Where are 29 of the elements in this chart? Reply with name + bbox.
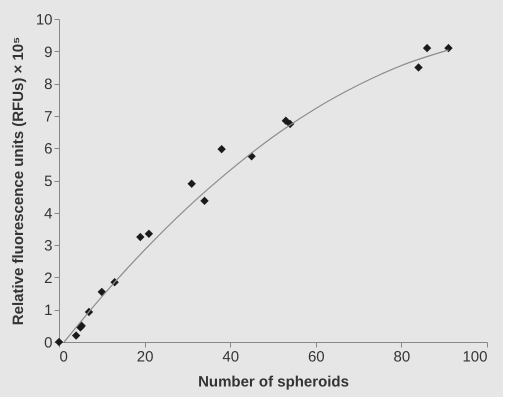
- point: [414, 63, 423, 72]
- point: [144, 230, 154, 238]
- x-tick-label: 100: [462, 348, 488, 366]
- y-tick-label: 4: [44, 205, 52, 222]
- x-tick-label: 0: [60, 348, 68, 366]
- y-tick-label: 5: [44, 173, 52, 190]
- y-tick-label: 9: [44, 44, 52, 61]
- x-tick-label: 20: [136, 348, 154, 366]
- point: [444, 44, 453, 52]
- y-tick-label: 7: [44, 108, 52, 126]
- y-tick-label: 2: [44, 270, 52, 287]
- point: [136, 232, 145, 242]
- y-tick-label: 1: [44, 302, 52, 320]
- y-tick-label: 10: [36, 12, 52, 28]
- x-tick-label: 80: [394, 348, 410, 366]
- point: [217, 144, 226, 154]
- point: [200, 196, 209, 206]
- y-tick-label: 0: [44, 334, 52, 352]
- point: [422, 44, 432, 52]
- point: [187, 180, 196, 188]
- x-tick-label: 40: [222, 348, 240, 366]
- x-tick-label: 60: [308, 348, 325, 366]
- point: [72, 331, 80, 340]
- point: [98, 288, 106, 296]
- y-tick-label: 6: [44, 140, 52, 158]
- y-tick-label: 8: [44, 76, 52, 94]
- y-axis-title: Relative fluorescence units (RFUs) × 10⁵: [10, 36, 27, 326]
- y-tick-label: 3: [44, 238, 52, 255]
- x-axis-title: Number of spheroids: [198, 374, 349, 390]
